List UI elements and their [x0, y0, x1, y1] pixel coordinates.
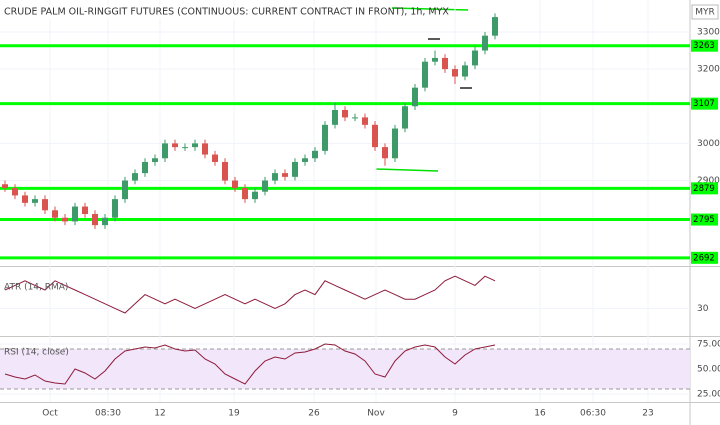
- level-label: 2879: [693, 184, 715, 194]
- y-tick-label: 2900: [697, 176, 720, 186]
- indicator-title: RSI (14, close): [4, 348, 69, 358]
- candle-body: [432, 57, 438, 62]
- y-tick-label: 50.00: [697, 365, 720, 375]
- axis-unit-box: [691, 4, 719, 20]
- level-label-box: [691, 251, 718, 264]
- drawing: [375, 168, 439, 172]
- x-tick-label: 12: [154, 409, 165, 419]
- y-tick-label: 25.00: [697, 390, 720, 400]
- x-tick-label: 19: [228, 409, 240, 419]
- x-tick-label: 26: [308, 409, 320, 419]
- x-tick-label: Oct: [42, 409, 58, 419]
- candle-body: [162, 143, 168, 159]
- candle-body: [292, 161, 298, 177]
- candle-body: [412, 87, 418, 107]
- x-tick-label: 9: [452, 409, 458, 419]
- candle-body: [372, 124, 378, 148]
- x-tick-label: 16: [534, 409, 546, 419]
- candle-body: [322, 124, 328, 151]
- candle-body: [52, 210, 58, 218]
- candle-body: [302, 158, 308, 162]
- level-label: 2795: [693, 215, 715, 225]
- y-tick-label: 3300: [697, 27, 720, 37]
- rsi-band: [0, 349, 690, 389]
- candle-body: [182, 147, 188, 149]
- candle-body: [312, 150, 318, 159]
- candle-body: [232, 180, 238, 188]
- candle-body: [272, 173, 278, 181]
- candle-body: [62, 217, 68, 222]
- indicator-line: [4, 275, 496, 314]
- candle-body: [142, 161, 148, 174]
- candle-body: [82, 206, 88, 214]
- level-label-box: [691, 182, 718, 195]
- plot-layer: [0, 0, 690, 402]
- candle-body: [222, 161, 228, 181]
- candle-body: [472, 50, 478, 66]
- candle-body: [422, 61, 428, 88]
- candle-body: [342, 109, 348, 118]
- y-tick-label: 30: [697, 304, 709, 314]
- candle-body: [2, 184, 8, 188]
- candle-body: [12, 187, 18, 196]
- candle-body: [102, 217, 108, 226]
- candle-body: [22, 195, 28, 203]
- candle-body: [282, 173, 288, 177]
- candle-body: [352, 117, 358, 119]
- y-tick-label: 3200: [697, 65, 720, 75]
- level-label: 3107: [693, 99, 715, 109]
- x-tick-label: 08:30: [95, 409, 121, 419]
- candle-body: [492, 17, 498, 36]
- candle-body: [462, 65, 468, 77]
- x-tick-label: 06:30: [580, 409, 606, 419]
- candle-body: [72, 206, 78, 222]
- y-tick-label: 75.00: [697, 340, 720, 350]
- candle-body: [252, 191, 258, 200]
- title-bg: [2, 5, 374, 19]
- level-label-box: [691, 39, 718, 52]
- candle-body: [212, 154, 218, 162]
- candle-body: [362, 117, 368, 125]
- candle-body: [262, 180, 268, 192]
- candle-body: [42, 199, 48, 211]
- candle-body: [332, 109, 338, 125]
- candle-body: [402, 106, 408, 129]
- y-tick-label: 3000: [697, 139, 720, 149]
- level-label-box: [691, 97, 718, 110]
- candle-body: [192, 143, 198, 148]
- candle-body: [442, 57, 448, 70]
- indicator-title: ATR (14, RMA): [4, 283, 68, 293]
- candle-body: [392, 128, 398, 159]
- candle-body: [202, 143, 208, 155]
- candle-body: [122, 180, 128, 200]
- candle-body: [132, 173, 138, 181]
- candle-body: [242, 187, 248, 200]
- candle-body: [32, 199, 38, 203]
- candle-body: [152, 158, 158, 162]
- x-tick-label: Nov: [367, 409, 385, 419]
- chart-title: CRUDE PALM OIL-RINGGIT FUTURES (CONTINUO…: [4, 7, 449, 18]
- candle-body: [382, 147, 388, 159]
- level-label: 2692: [693, 253, 715, 263]
- candle-body: [92, 213, 98, 226]
- axis-unit: MYR: [695, 8, 715, 18]
- indicator-line: [4, 343, 496, 385]
- level-label-box: [691, 213, 718, 226]
- level-label: 3263: [693, 41, 715, 51]
- candle-body: [482, 35, 488, 51]
- candle-body: [112, 199, 118, 218]
- x-tick-label: 23: [642, 409, 653, 419]
- candle-body: [452, 69, 458, 77]
- candle-body: [172, 143, 178, 148]
